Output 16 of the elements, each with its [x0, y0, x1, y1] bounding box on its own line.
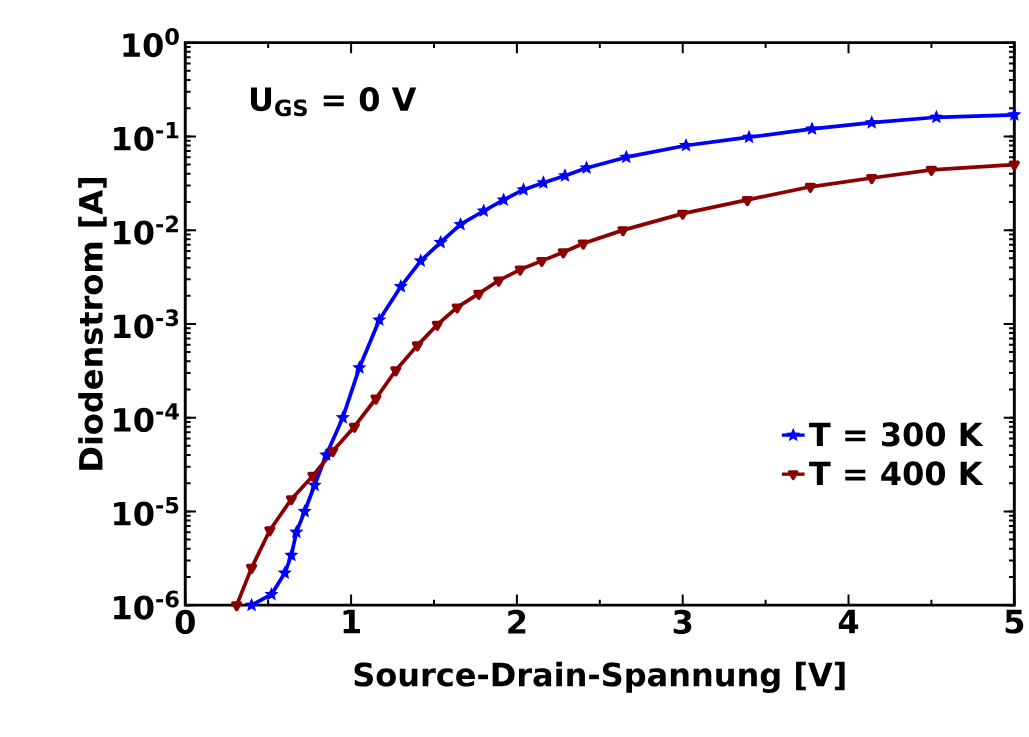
x-tick-label: 1 [343, 609, 360, 634]
x-tick-label: 2 [508, 609, 526, 634]
y-tick-label: 10$^{-1}$ [114, 121, 179, 151]
x-tick-label: 4 [838, 609, 859, 634]
legend-label: T = 300 K [809, 422, 984, 447]
legend-label: T = 400 K [809, 461, 984, 486]
x-tick-label: 3 [673, 609, 692, 635]
y-tick-label: 10$^{-3}$ [114, 309, 179, 339]
y-tick-label: 10$^{-2}$ [114, 215, 178, 245]
y-tick-label: 10$^{0}$ [123, 28, 179, 58]
annotation: U$_{GS}$ = 0 V [250, 87, 417, 117]
y-tick-label: 10$^{-4}$ [114, 403, 179, 433]
y-axis-title: Diodenstrom [A] [78, 177, 107, 470]
x-tick-label: 5 [1005, 609, 1024, 634]
y-tick-label: 10$^{-5}$ [114, 496, 179, 526]
x-axis-title: Source-Drain-Spannung [V] [354, 661, 845, 694]
